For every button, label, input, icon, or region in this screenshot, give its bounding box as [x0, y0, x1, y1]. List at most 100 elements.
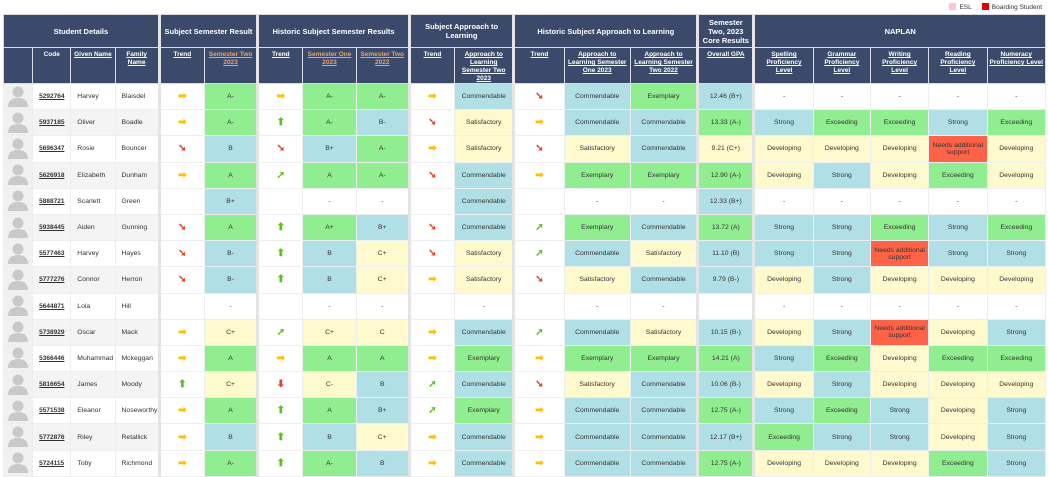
trend-sort-link[interactable]: Trend [423, 51, 442, 58]
student-code-cell: 5738929 [32, 318, 72, 346]
atl-s1-23-cell: Satisfactory [563, 371, 631, 399]
student-row: 5724115 Toby Richmond ➡ A- ⬆ A- B ➡ Commendable ➡ C… [2, 449, 1046, 477]
atl-s2-22-cell: Commendable [629, 135, 699, 163]
avatar [2, 82, 34, 111]
given-name-cell: Oscar [70, 318, 116, 346]
semester-two-2023-sort-link[interactable]: Semester Two 2023 [208, 51, 253, 66]
trend-cell: ⬇ [256, 371, 304, 399]
numeracy-cell: Strong [986, 240, 1046, 268]
s2-23-cell: A [203, 397, 259, 425]
student-code-link[interactable]: 5577463 [39, 250, 65, 258]
grammar-sort-link[interactable]: Grammar Proficiency Level [824, 51, 860, 74]
student-code-link[interactable]: 5626918 [39, 171, 65, 179]
s2-22-cell: A- [355, 82, 410, 111]
trend-strong-up-icon: ⬆ [178, 379, 187, 391]
writing-sort-link[interactable]: Writing Proficiency Level [882, 51, 918, 74]
student-code-link[interactable]: 5738929 [39, 328, 65, 336]
student-code-link[interactable]: 5724115 [39, 459, 65, 467]
atl-s2-22-cell: - [629, 292, 699, 320]
student-code-cell: 5937185 [32, 109, 72, 137]
trend-strong-up-icon: ⬆ [276, 117, 285, 129]
family-name-cell: Retallick [114, 423, 160, 451]
avatar-placeholder-icon [8, 295, 29, 318]
trend-cell: ➡ [512, 449, 565, 477]
trend-cell: ⬆ [256, 397, 304, 425]
atl-s2-23-cell: Satisfactory [454, 109, 515, 137]
numeracy-cell: Strong [986, 449, 1046, 477]
trend-cell: ➡ [407, 318, 456, 346]
given-name-cell: Elizabeth [70, 161, 116, 189]
student-code-cell: 5772876 [32, 423, 72, 451]
trend-right-icon: ➡ [535, 457, 544, 469]
atl-semester-one-2023-sort-link[interactable]: Approach to Learning Semester One 2023 [567, 51, 627, 74]
trend-sort-link[interactable]: Trend [173, 51, 192, 58]
semester-two-2022-sort-link[interactable]: Semester Two 2022 [360, 51, 405, 66]
family-name-cell: Mckeggan [114, 344, 160, 373]
code-label: Code [43, 51, 60, 58]
student-code-link[interactable]: 5937185 [39, 119, 65, 127]
student-row: 5571538 Eleanor Noseworthy ➡ A ⬆ A B+ ➚ Exemplary… [2, 397, 1046, 425]
gpa-cell: 10.15 (B-) [696, 318, 755, 346]
trend-sort-link[interactable]: Trend [530, 51, 549, 58]
student-code-link[interactable]: 5816654 [39, 381, 65, 389]
student-code-link[interactable]: 5888721 [39, 197, 65, 205]
atl-s2-22-cell: - [629, 187, 699, 215]
gpa-cell: 11.10 (B) [696, 240, 755, 268]
s2-23-cell: B [203, 423, 259, 451]
given-name-cell: Lola [70, 292, 116, 320]
legend-boarding: Boarding Student [981, 3, 1042, 11]
trend-cell: ➡ [512, 397, 565, 425]
trend-sort-link[interactable]: Trend [271, 51, 290, 58]
semester-one-2023-sort-link[interactable]: Semester One 2023 [307, 51, 352, 66]
trend-up-icon: ➚ [428, 405, 437, 417]
family-name-cell: Richmond [114, 449, 160, 477]
reading-cell: - [928, 82, 988, 111]
s1-23-cell: B+ [302, 135, 357, 163]
spelling-cell: Strong [752, 213, 814, 242]
atl-s2-23-cell: Exemplary [454, 397, 515, 425]
atl-s2-22-cell: Exemplary [629, 161, 699, 189]
family-name-cell: Mack [114, 318, 160, 346]
student-code-link[interactable]: 5777276 [39, 276, 65, 284]
atl-semester-two-2022-sort-link[interactable]: Approach to Learning Semester Two 2022 [634, 51, 693, 74]
student-code-link[interactable]: 5938445 [39, 224, 65, 232]
trend-right-icon: ➡ [178, 352, 187, 364]
numeracy-cell: Developing [986, 371, 1046, 399]
student-code-link[interactable]: 5696347 [39, 145, 65, 153]
trend-cell: ⬆ [256, 240, 304, 268]
group-subject-atl: Subject Approach to Learning [407, 14, 515, 48]
numeracy-sort-link[interactable]: Numeracy Proficiency Level [989, 51, 1043, 66]
s1-23-cell: A- [302, 449, 357, 477]
reading-sort-link[interactable]: Reading Proficiency Level [940, 51, 976, 74]
overall-gpa-sort-link[interactable]: Overall GPA [707, 51, 745, 58]
spelling-cell: - [752, 292, 814, 320]
student-code-link[interactable]: 5292764 [39, 93, 65, 101]
atl-semester-two-2023-sort-link[interactable]: Approach to Learning Semester Two 2023 [461, 51, 506, 82]
trend-cell [512, 187, 565, 215]
given-name-sort-link[interactable]: Given Name [74, 51, 112, 58]
atl-s2-22-cell: Commendable [629, 213, 699, 242]
grammar-header: Grammar Proficiency Level [812, 47, 871, 84]
grammar-cell: Strong [812, 240, 871, 268]
numeracy-cell: Developing [986, 266, 1046, 294]
student-code-link[interactable]: 5772876 [39, 433, 65, 441]
avatar-placeholder-icon [8, 138, 29, 161]
student-code-cell: 5696347 [32, 135, 72, 163]
s2-23-cell: C+ [203, 318, 259, 346]
student-code-link[interactable]: 5644871 [39, 302, 65, 310]
grammar-cell: Strong [812, 266, 871, 294]
numeracy-cell: - [986, 187, 1046, 215]
avatar-placeholder-icon [8, 400, 29, 423]
trend-right-icon: ➡ [428, 274, 437, 286]
student-code-link[interactable]: 5366446 [39, 354, 65, 362]
gpa-cell: 12.75 (A-) [696, 449, 755, 477]
spelling-sort-link[interactable]: Spelling Proficiency Level [766, 51, 802, 74]
student-code-link[interactable]: 5571538 [39, 407, 65, 415]
given-name-cell: Riley [70, 423, 116, 451]
family-name-sort-link[interactable]: Family Name [126, 51, 147, 66]
reading-cell: Developing [928, 318, 988, 346]
avatar [2, 371, 34, 399]
trend-cell: ➡ [407, 344, 456, 373]
student-code-cell: 5292764 [32, 82, 72, 111]
trend-down-icon: ➘ [178, 143, 187, 155]
